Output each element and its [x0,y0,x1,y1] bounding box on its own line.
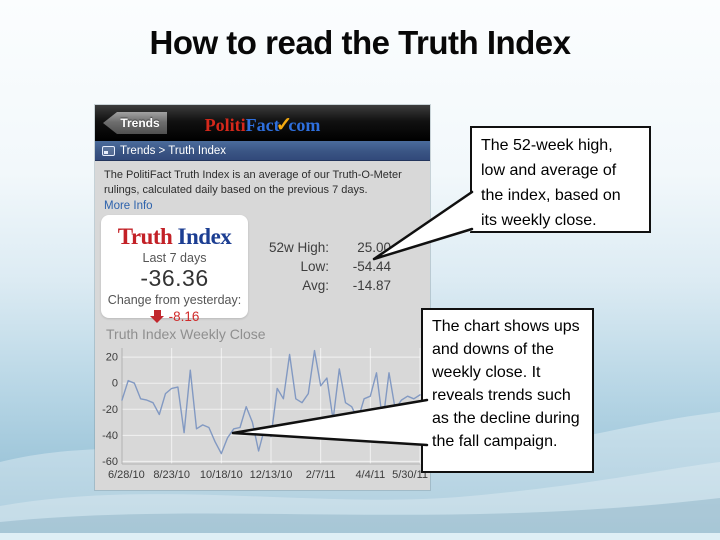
summary-section: Truth Index Last 7 days -36.36 Change fr… [95,212,430,324]
trends-back-button[interactable]: Trends [103,112,167,134]
svg-text:0: 0 [112,378,118,390]
down-arrow-icon [149,310,165,323]
svg-text:-60: -60 [102,456,118,468]
svg-text:12/13/10: 12/13/10 [250,469,293,481]
chart-title: Truth Index Weekly Close [106,326,266,342]
check-icon: ✓ [275,114,293,136]
breadcrumb: Trends > Truth Index [120,144,227,157]
app-header: Trends PolitiFact✓com [95,105,430,141]
politifact-app-screenshot: Trends PolitiFact✓com Trends > Truth Ind… [95,105,430,490]
svg-text:6/28/10: 6/28/10 [108,469,145,481]
svg-text:-20: -20 [102,404,118,416]
svg-text:-40: -40 [102,430,118,442]
callout-chart: The chart shows ups and downs of the wee… [421,308,594,473]
trends-icon [102,145,115,156]
svg-text:4/4/11: 4/4/11 [355,469,385,481]
callout-52w-stats: The 52-week high, low and average of the… [470,126,651,233]
svg-text:5/30/11: 5/30/11 [392,469,428,481]
svg-text:8/23/10: 8/23/10 [153,469,190,481]
svg-text:20: 20 [106,352,118,364]
stat-row-low: Low: -54.44 [300,259,391,274]
index-value: -36.36 [140,265,209,291]
stat-row-high: 52w High: 25.00 [268,240,391,255]
svg-text:2/7/11: 2/7/11 [306,469,336,481]
svg-text:10/18/10: 10/18/10 [200,469,243,481]
52w-stats: 52w High: 25.00 Low: -54.44 Avg: -14.87 [257,240,391,297]
politifact-logo[interactable]: PolitiFact✓com [204,114,321,136]
stat-row-avg: Avg: -14.87 [302,278,391,293]
period-label: Last 7 days [142,251,207,265]
index-description: The PolitiFact Truth Index is an average… [95,163,430,214]
weekly-close-chart: 20 0 -20 -40 -606/28/10 8/23/10 10/18/10 12/13/… [102,348,428,481]
change-value: -8.16 [168,309,200,324]
truth-index-logo: Truth Index [117,224,232,249]
more-info-link[interactable]: More Info [104,199,153,212]
truth-index-card: Truth Index Last 7 days -36.36 Change fr… [101,215,248,324]
change-label: Change from yesterday: [107,293,242,307]
page-title: How to read the Truth Index [149,24,571,61]
breadcrumb-bar[interactable]: Trends > Truth Index [95,141,430,161]
